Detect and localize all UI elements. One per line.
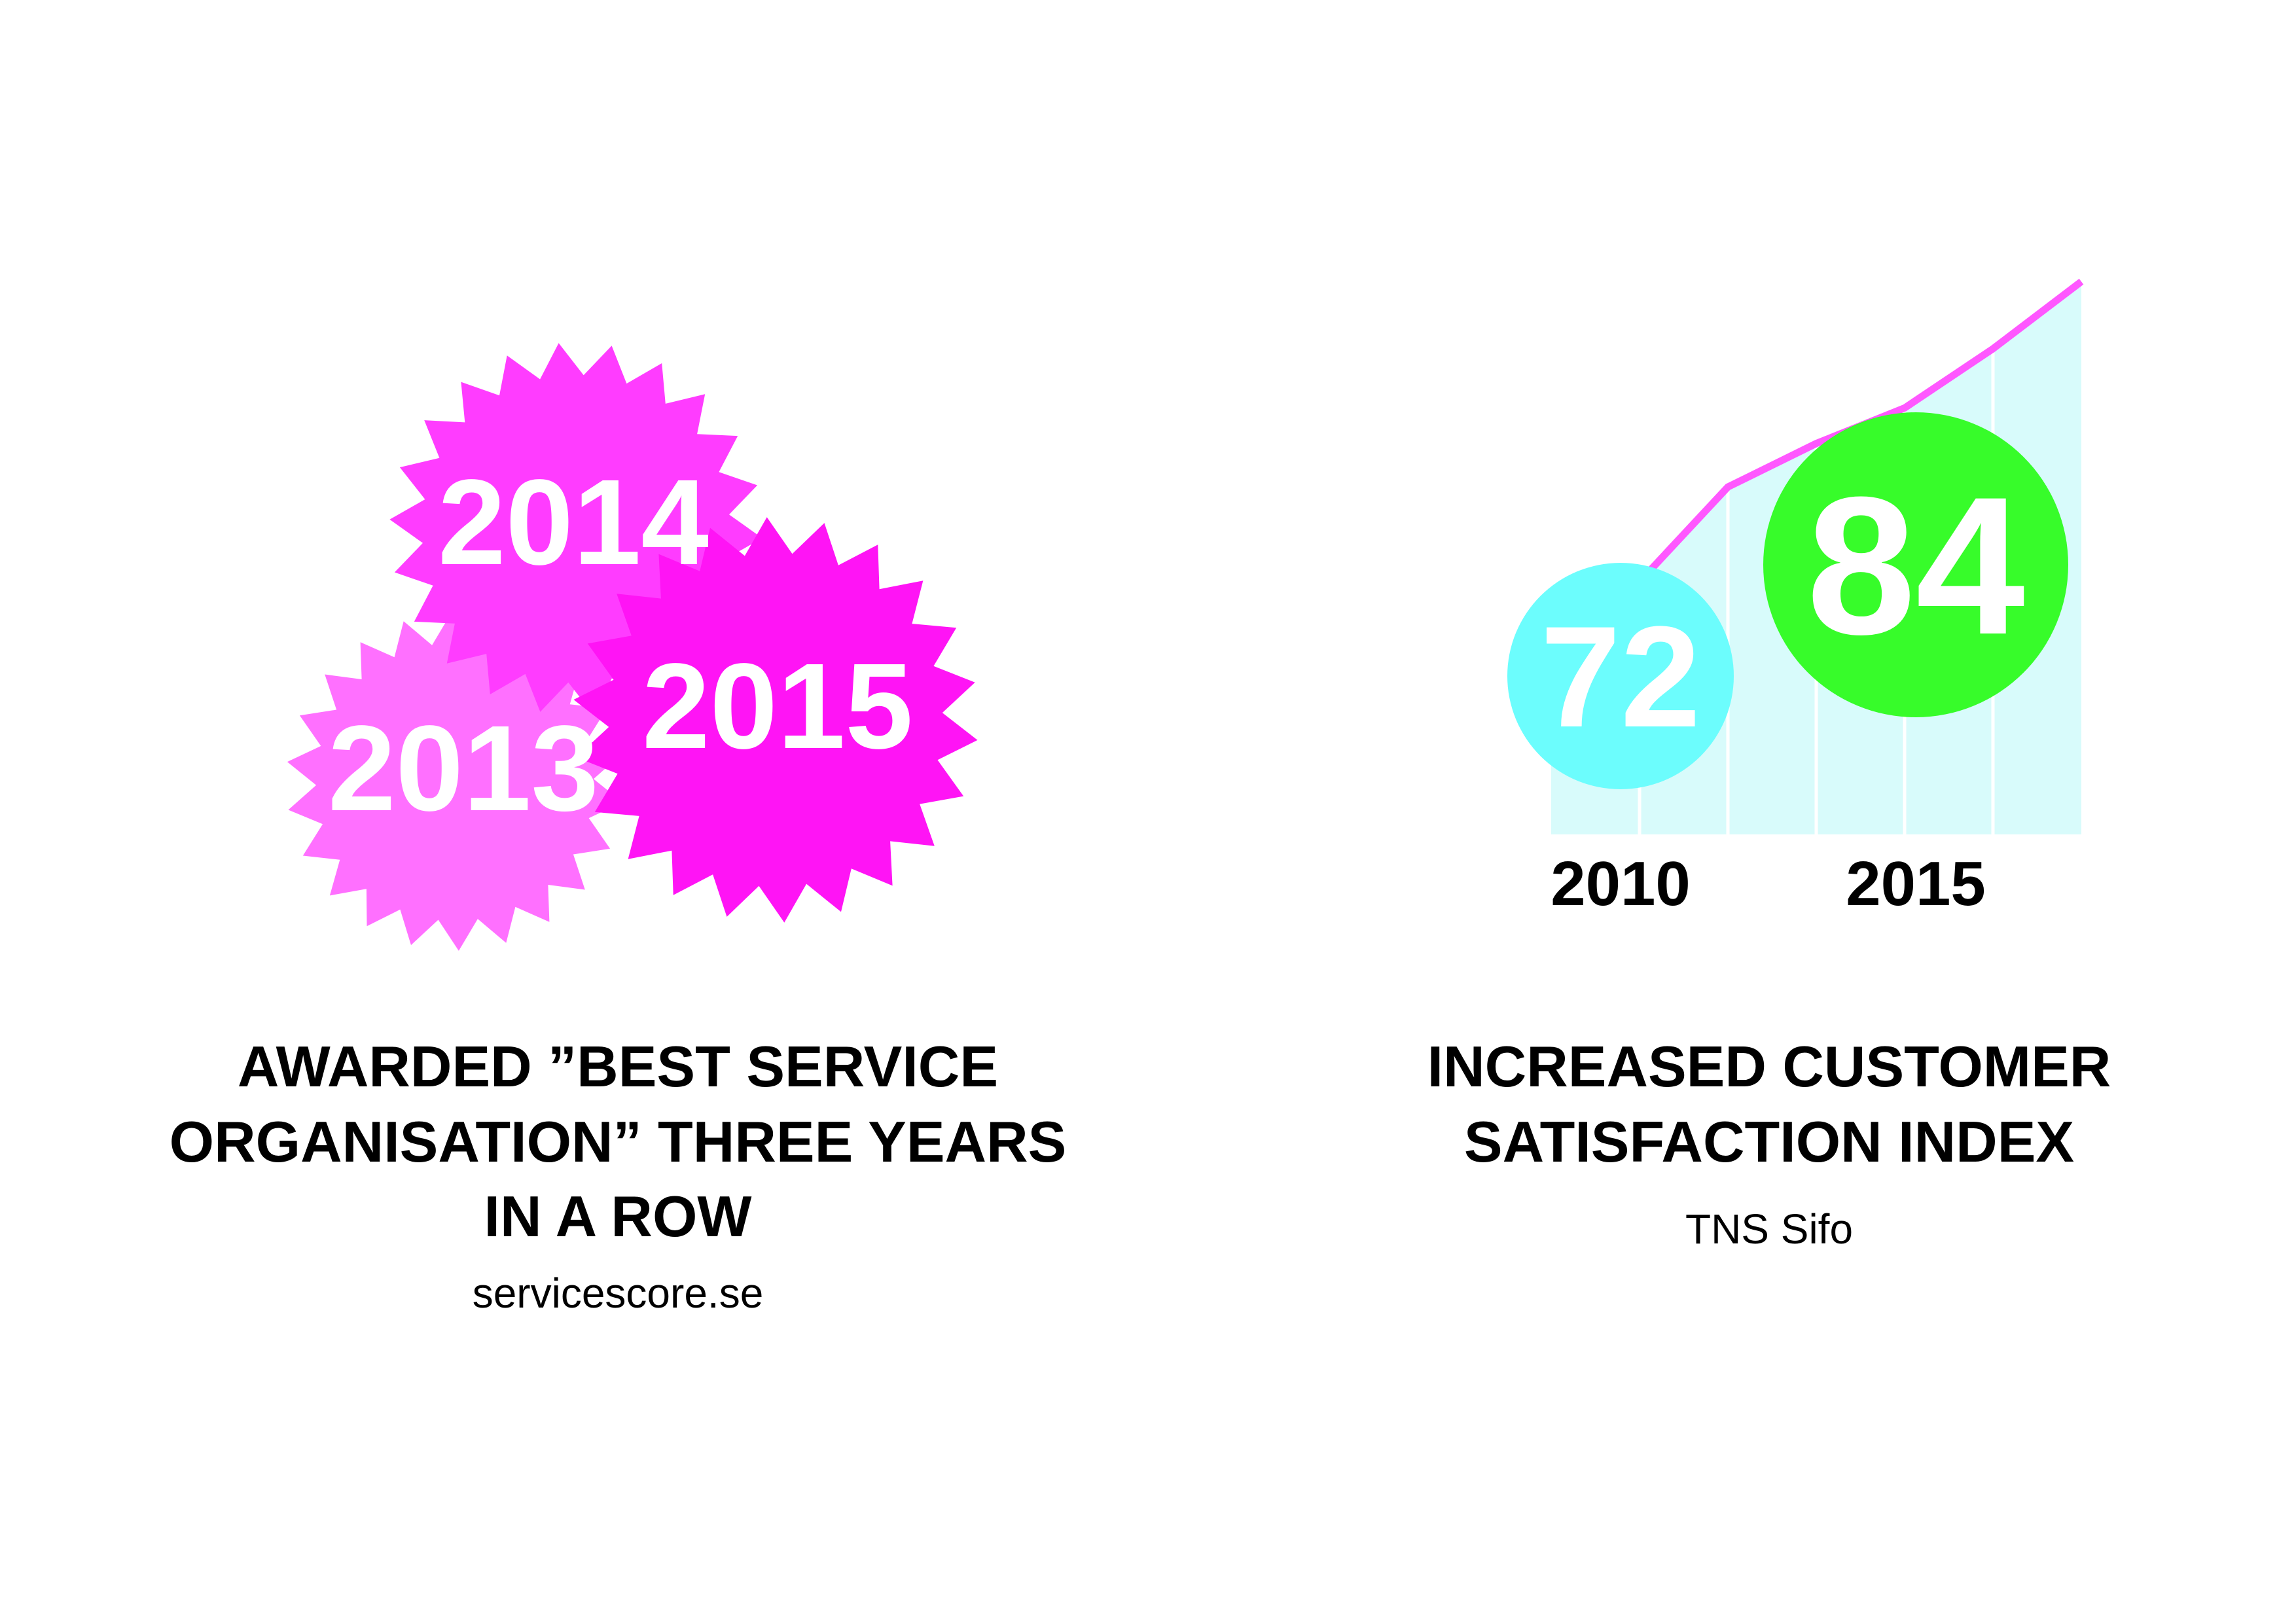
award-badge-2015 [573,517,978,923]
satisfaction-chart: 72 84 2010 2015 [1507,278,2084,919]
x-tick-label-2010: 2010 [1551,849,1691,919]
award-badge-2015-year: 2015 [642,639,913,774]
satisfaction-source: TNS Sifo [1685,1205,1853,1253]
award-source: servicescore.se [473,1270,764,1317]
award-badge-2013-year: 2013 [328,701,599,836]
data-label-2015-value: 84 [1806,455,2026,675]
satisfaction-caption: INCREASED CUSTOMER SATISFACTION INDEX TN… [1427,1034,2111,1253]
award-badge-2014-year: 2014 [438,455,709,590]
satisfaction-title-line-1: INCREASED CUSTOMER [1427,1034,2111,1099]
data-label-bubble-2010 [1507,563,1734,789]
award-caption: AWARDED ”BEST SERVICE ORGANISATION” THRE… [170,1034,1067,1317]
award-title-line-2: ORGANISATION” THREE YEARS [170,1109,1067,1174]
award-title-line-3: IN A ROW [484,1184,752,1249]
data-label-bubble-2015 [1763,412,2068,717]
data-label-2010-value: 72 [1541,596,1701,757]
x-tick-label-2015: 2015 [1846,849,1986,919]
award-badges: 2014 2013 2015 [287,343,978,951]
award-title-line-1: AWARDED ”BEST SERVICE [238,1034,998,1099]
satisfaction-title-line-2: SATISFACTION INDEX [1464,1109,2074,1174]
